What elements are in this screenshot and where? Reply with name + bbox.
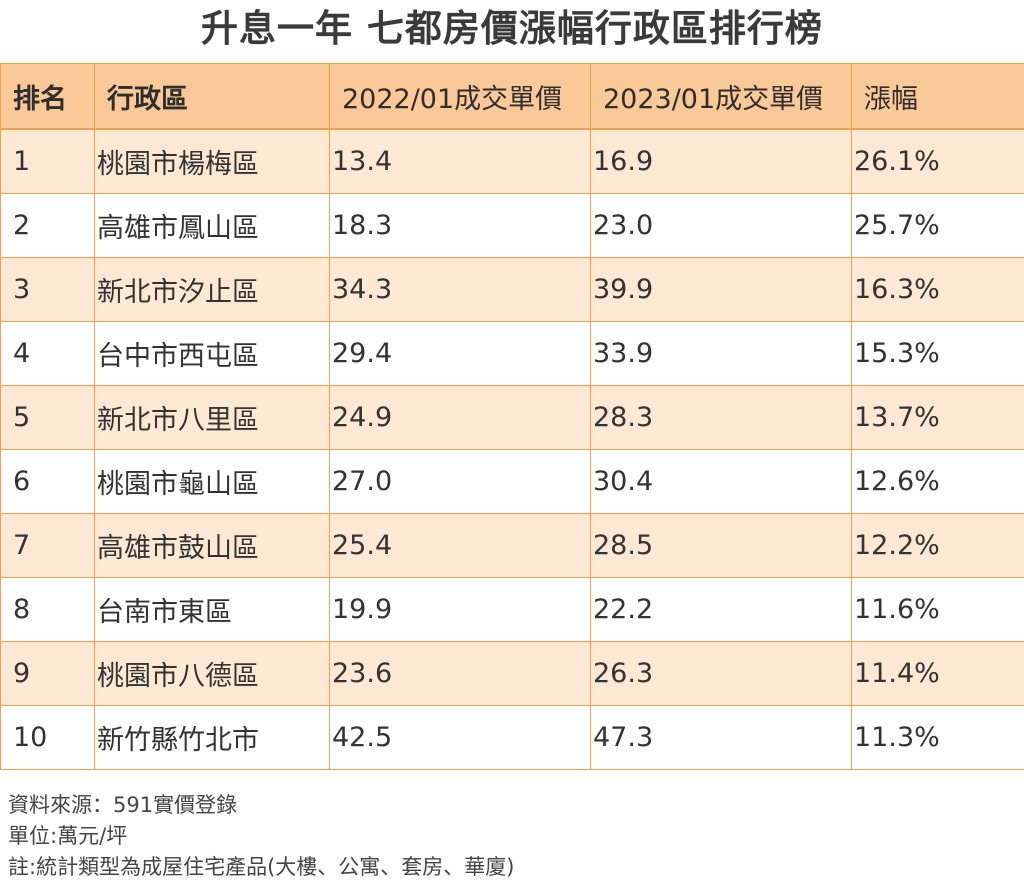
cell-rank: 9 bbox=[0, 641, 95, 706]
cell-rank: 7 bbox=[0, 513, 95, 578]
cell-price-2022: 27.0 bbox=[329, 449, 591, 514]
cell-price-2022: 23.6 bbox=[329, 641, 591, 706]
cell-district: 台南市東區 bbox=[94, 577, 330, 642]
cell-price-2022: 24.9 bbox=[329, 385, 591, 450]
table-row: 3 新北市汐止區 34.3 39.9 16.3% bbox=[0, 257, 1024, 322]
cell-increase: 11.4% bbox=[851, 641, 1024, 706]
cell-price-2023: 23.0 bbox=[590, 193, 852, 258]
cell-price-2023: 22.2 bbox=[590, 577, 852, 642]
cell-rank: 3 bbox=[0, 257, 95, 322]
source-note: 資料來源：591實價登錄 bbox=[8, 793, 238, 817]
cell-rank: 1 bbox=[0, 128, 95, 194]
cell-price-2023: 47.3 bbox=[590, 705, 852, 770]
cell-district: 新竹縣竹北市 bbox=[94, 705, 330, 770]
cell-district: 新北市汐止區 bbox=[94, 257, 330, 322]
remark-note: 註:統計類型為成屋住宅產品(大樓、公寓、套房、華廈) bbox=[8, 855, 515, 879]
header-district: 行政區 bbox=[94, 63, 330, 130]
cell-increase: 15.3% bbox=[851, 321, 1024, 386]
header-increase: 漲幅 bbox=[851, 63, 1024, 130]
cell-price-2023: 30.4 bbox=[590, 449, 852, 514]
cell-price-2023: 28.3 bbox=[590, 385, 852, 450]
cell-district: 台中市西屯區 bbox=[94, 321, 330, 386]
footnotes: 資料來源：591實價登錄 單位:萬元/坪 註:統計類型為成屋住宅產品(大樓、公寓… bbox=[8, 790, 514, 883]
table-row: 6 桃園市龜山區 27.0 30.4 12.6% bbox=[0, 449, 1024, 514]
cell-increase: 26.1% bbox=[851, 128, 1024, 194]
header-rank: 排名 bbox=[0, 63, 95, 130]
cell-price-2023: 33.9 bbox=[590, 321, 852, 386]
header-price-2023: 2023/01成交單價 bbox=[590, 63, 852, 130]
cell-increase: 11.6% bbox=[851, 577, 1024, 642]
header-price-2022: 2022/01成交單價 bbox=[329, 63, 591, 130]
cell-district: 高雄市鳳山區 bbox=[94, 193, 330, 258]
cell-district: 高雄市鼓山區 bbox=[94, 513, 330, 578]
cell-price-2023: 39.9 bbox=[590, 257, 852, 322]
cell-district: 新北市八里區 bbox=[94, 385, 330, 450]
cell-rank: 5 bbox=[0, 385, 95, 450]
cell-increase: 16.3% bbox=[851, 257, 1024, 322]
cell-price-2022: 25.4 bbox=[329, 513, 591, 578]
cell-increase: 13.7% bbox=[851, 385, 1024, 450]
table-row: 9 桃園市八德區 23.6 26.3 11.4% bbox=[0, 641, 1024, 706]
table-row: 1 桃園市楊梅區 13.4 16.9 26.1% bbox=[0, 128, 1024, 194]
cell-price-2022: 19.9 bbox=[329, 577, 591, 642]
table-row: 4 台中市西屯區 29.4 33.9 15.3% bbox=[0, 321, 1024, 386]
cell-rank: 8 bbox=[0, 577, 95, 642]
table-row: 2 高雄市鳳山區 18.3 23.0 25.7% bbox=[0, 193, 1024, 258]
table-row: 8 台南市東區 19.9 22.2 11.6% bbox=[0, 577, 1024, 642]
cell-increase: 11.3% bbox=[851, 705, 1024, 770]
cell-price-2022: 13.4 bbox=[329, 128, 591, 194]
table-row: 7 高雄市鼓山區 25.4 28.5 12.2% bbox=[0, 513, 1024, 578]
ranking-table: 排名 行政區 2022/01成交單價 2023/01成交單價 漲幅 1 桃園市楊梅… bbox=[0, 63, 1024, 770]
cell-increase: 12.2% bbox=[851, 513, 1024, 578]
cell-rank: 6 bbox=[0, 449, 95, 514]
table-body: 1 桃園市楊梅區 13.4 16.9 26.1% 2 高雄市鳳山區 18.3 23.0 25.7%… bbox=[0, 128, 1024, 770]
cell-price-2022: 42.5 bbox=[329, 705, 591, 770]
cell-district: 桃園市楊梅區 bbox=[94, 128, 330, 194]
table-header-row: 排名 行政區 2022/01成交單價 2023/01成交單價 漲幅 bbox=[0, 63, 1024, 130]
cell-increase: 25.7% bbox=[851, 193, 1024, 258]
cell-district: 桃園市龜山區 bbox=[94, 449, 330, 514]
cell-price-2023: 28.5 bbox=[590, 513, 852, 578]
table-row: 5 新北市八里區 24.9 28.3 13.7% bbox=[0, 385, 1024, 450]
cell-price-2022: 34.3 bbox=[329, 257, 591, 322]
cell-rank: 2 bbox=[0, 193, 95, 258]
cell-price-2022: 18.3 bbox=[329, 193, 591, 258]
unit-note: 單位:萬元/坪 bbox=[8, 824, 128, 848]
cell-increase: 12.6% bbox=[851, 449, 1024, 514]
cell-rank: 10 bbox=[0, 705, 95, 770]
cell-price-2023: 26.3 bbox=[590, 641, 852, 706]
cell-price-2023: 16.9 bbox=[590, 128, 852, 194]
page-title: 升息一年 七都房價漲幅行政區排行榜 bbox=[201, 7, 823, 50]
cell-price-2022: 29.4 bbox=[329, 321, 591, 386]
cell-district: 桃園市八德區 bbox=[94, 641, 330, 706]
cell-rank: 4 bbox=[0, 321, 95, 386]
table-row: 10 新竹縣竹北市 42.5 47.3 11.3% bbox=[0, 705, 1024, 770]
